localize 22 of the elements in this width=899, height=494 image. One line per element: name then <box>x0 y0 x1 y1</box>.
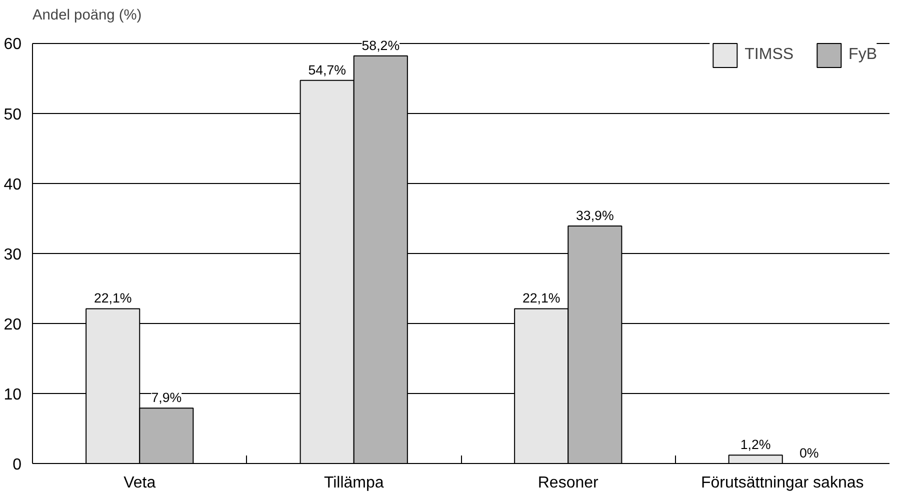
data-label: 7,9% <box>151 390 182 406</box>
y-tick-label: 50 <box>4 106 22 124</box>
y-tick-label: 40 <box>4 176 22 194</box>
data-label: 22,1% <box>94 290 132 306</box>
legend-label: FyB <box>848 46 877 64</box>
x-tick-label: Förutsättningar saknas <box>701 474 864 492</box>
data-label: 33,9% <box>576 208 614 224</box>
data-label: 1,2% <box>740 437 771 452</box>
y-tick-label: 10 <box>4 386 22 404</box>
y-axis-title: Andel poäng (%) <box>32 8 142 24</box>
legend-label: TIMSS <box>744 46 794 64</box>
y-tick-label: 60 <box>4 36 22 54</box>
y-tick-label: 20 <box>4 316 22 334</box>
data-label: 54,7% <box>308 62 346 78</box>
data-label: 22,1% <box>522 290 560 306</box>
x-tick-label: Resoner <box>538 474 600 492</box>
y-tick-label: 0 <box>12 456 22 474</box>
y-tick-label: 30 <box>4 246 22 264</box>
x-tick-label: Tillämpa <box>324 474 384 492</box>
data-label: 58,2% <box>362 38 400 53</box>
data-label: 0% <box>800 446 819 460</box>
x-tick-label: Veta <box>124 474 156 492</box>
